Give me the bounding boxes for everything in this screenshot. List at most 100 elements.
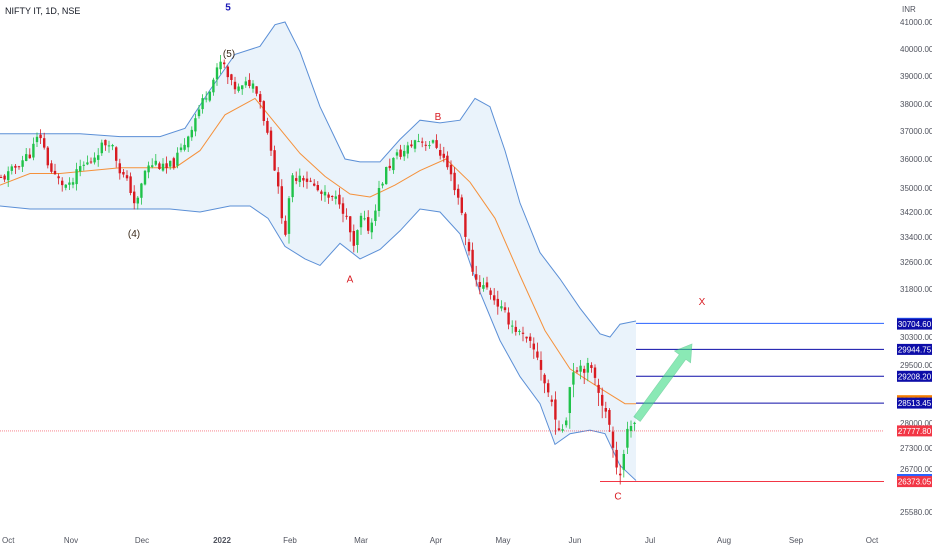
band-fill [0,22,636,481]
price-tag: 26373.05 [897,476,932,488]
candle-body [460,197,463,213]
candle-body [514,326,517,332]
price-tag: 30704.60 [897,318,932,330]
candle-body [147,165,150,173]
candle-body [71,182,75,185]
candle-body [439,150,442,156]
candle-body [381,183,384,186]
candle-body [356,230,359,245]
candle-body [367,217,370,231]
candle-body [140,183,143,198]
candle-body [179,147,183,151]
price-tag-label: 29944.75 [898,345,932,354]
candle-body [532,343,535,350]
candle-body [388,165,391,169]
candle-body [273,150,276,171]
candle-body [377,188,381,211]
x-tick-label: Jul [645,536,655,545]
candle-body [406,145,409,154]
y-tick-label: 28000.00 [900,419,932,428]
candle-body [467,242,471,252]
candle-body [586,362,589,373]
price-tag-box [897,370,932,382]
candle-body [331,196,334,197]
candle-body [266,121,269,133]
candle-body [302,178,305,181]
y-tick-label: 25580.00 [900,508,932,517]
candle-body [3,175,6,180]
candle-body [295,178,298,181]
candle-body [284,220,287,235]
price-levels [0,322,884,483]
candle-body [255,86,258,94]
candle-body [543,374,546,384]
candle-body [248,79,251,86]
chart-title: NIFTY IT, 1D, NSE [5,6,80,16]
y-tick-label: 27300.00 [900,444,932,453]
candle-body [374,210,377,221]
candle-body [237,86,240,91]
wave-label: (5) [223,49,235,60]
candle-body [313,183,316,186]
candle-body [583,368,586,373]
candle-body [622,454,625,470]
candle-body [442,153,445,158]
candle-body [251,83,255,89]
candle-body [392,157,395,171]
candle-body [338,194,341,205]
x-tick-label: Oct [866,536,879,545]
candle-body [205,98,208,100]
y-tick-label: 41000.00 [900,18,932,27]
candles [0,55,636,485]
wave-label: A [347,274,354,285]
candle-body [79,166,82,172]
candle-body [449,164,453,175]
candle-body [277,172,280,187]
y-tick-label: 36000.00 [900,155,932,164]
price-tag-box [897,425,932,437]
candle-body [593,367,597,378]
candle-body [575,370,579,372]
candle-body [482,285,485,289]
candle-body [601,394,604,406]
candle-body [201,98,204,110]
price-tag-label: 27777.80 [898,427,932,436]
candle-body [28,154,31,159]
candle-body [57,176,60,179]
candle-body [493,295,496,301]
candle-body [428,145,431,147]
time-axis: Oct Nov Dec 2022 Feb Mar Apr May Jun Jul Aug Sep Oct [2,536,879,545]
candle-body [529,336,532,341]
price-tag-label: 29208.20 [898,372,932,381]
price-axis: 41000.00 40000.00 39000.00 38000.00 37000.00… [900,18,932,517]
candle-body [370,222,373,233]
price-tags: 30727.6530704.6029944.7529208.2028576.45… [897,317,932,488]
candle-body [115,147,118,161]
candle-body [183,144,186,150]
candle-body [136,197,139,204]
candle-body [475,274,478,280]
candle-body [17,166,21,168]
candle-body [133,191,136,204]
candle-body [511,325,514,327]
candle-body [230,74,233,80]
candle-body [169,160,172,167]
wave-label: (4) [128,229,140,240]
candle-body [161,163,165,171]
price-tag-box [897,343,932,355]
candle-body [496,298,499,307]
candle-body [158,163,161,169]
candle-body [345,215,348,217]
candle-body [305,178,309,182]
candle-body [489,290,492,295]
candle-body [280,186,283,219]
candle-body [615,449,618,468]
candle-body [539,360,543,370]
candle-body [287,198,291,234]
candle-body [478,282,481,288]
y-tick-label: 32600.00 [900,258,932,267]
candle-body [590,365,593,368]
candle-body [413,140,417,149]
candle-body [7,171,10,181]
